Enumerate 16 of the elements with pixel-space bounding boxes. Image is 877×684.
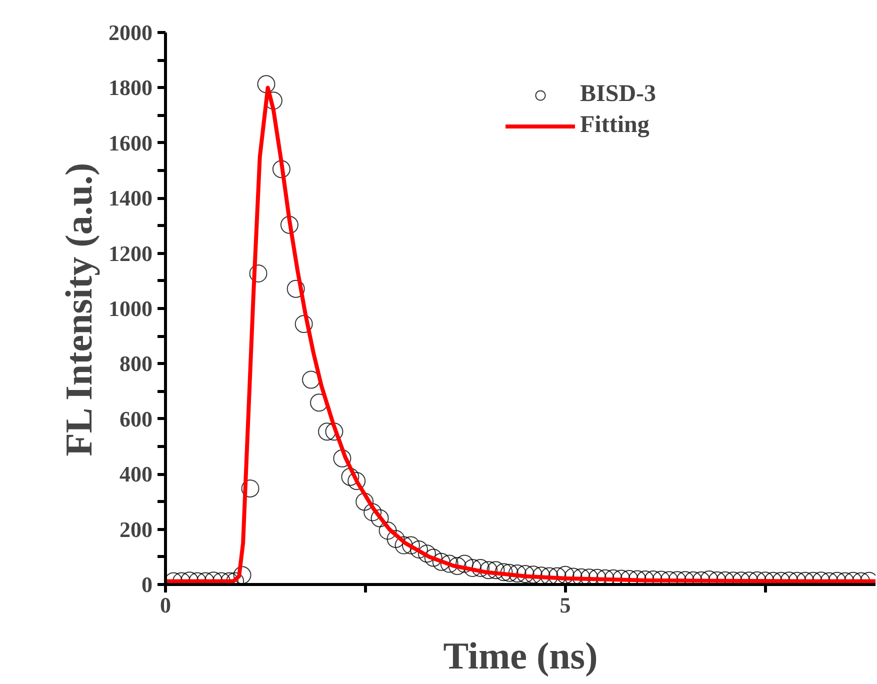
y-tick-label: 1200 xyxy=(108,240,152,266)
y-tick-label: 600 xyxy=(120,406,152,432)
x-tick-label: 5 xyxy=(560,592,571,618)
legend-label: Fitting xyxy=(580,112,650,139)
y-tick-label: 0 xyxy=(142,572,152,597)
y-tick-label: 1000 xyxy=(108,296,152,321)
y-tick-label: 200 xyxy=(120,516,152,542)
y-tick-label: 2000 xyxy=(108,20,152,45)
x-axis-title: Time (ns) xyxy=(443,636,598,678)
y-tick-label: 1400 xyxy=(108,186,152,211)
y-tick-label: 800 xyxy=(120,351,152,376)
legend-label: BISD-3 xyxy=(580,81,656,108)
y-tick-label: 1600 xyxy=(108,130,152,156)
y-axis-title: FL Intensity (a.u.) xyxy=(58,162,100,456)
y-tick-label: 1800 xyxy=(108,75,152,100)
y-tick-label: 400 xyxy=(120,462,152,487)
